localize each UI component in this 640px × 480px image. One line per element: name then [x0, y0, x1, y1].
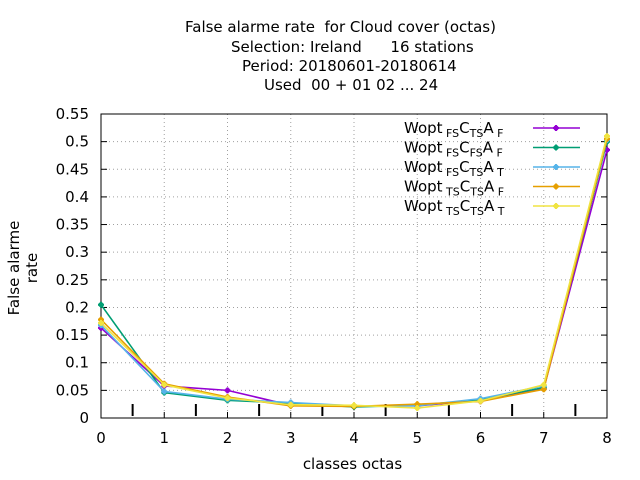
- y-tick-label: 0.4: [65, 188, 89, 206]
- y-axis-label: False alarme rate: [5, 220, 41, 316]
- legend-marker: [553, 144, 559, 151]
- data-point: [288, 402, 294, 408]
- x-tick-label: 5: [412, 429, 422, 447]
- y-tick-label: 0.1: [65, 354, 89, 372]
- y-tick-label: 0.25: [56, 271, 89, 289]
- data-point: [541, 386, 547, 392]
- data-point: [541, 382, 547, 388]
- x-tick-label: 4: [349, 429, 359, 447]
- legend-label: Wopt FSCFSA F: [404, 139, 503, 160]
- y-tick-label: 0.55: [56, 105, 89, 123]
- series-3: [98, 136, 610, 409]
- data-point: [477, 398, 484, 404]
- data-point: [161, 382, 167, 388]
- data-point: [414, 401, 420, 407]
- grid-lines: [101, 114, 607, 418]
- series-5: [98, 133, 610, 412]
- data-point: [224, 395, 231, 401]
- data-point: [161, 388, 167, 395]
- data-point: [98, 302, 104, 308]
- x-tick-label: 6: [476, 429, 486, 447]
- x-tick-label: 3: [286, 429, 296, 447]
- legend-label: Wopt FSCTSA F: [404, 119, 503, 140]
- y-tick-label: 0.2: [65, 298, 89, 316]
- x-tick-label: 1: [159, 429, 169, 447]
- y-tick-label: 0.5: [65, 133, 89, 151]
- legend-label: Wopt FSCTSA T: [404, 158, 504, 179]
- series-line: [100, 149, 608, 407]
- title-line-3: Period: 20180601-20180614: [242, 57, 457, 75]
- series-line: [100, 135, 608, 409]
- y-tick-label: 0: [79, 409, 89, 427]
- title-line-1: False alarme rate for Cloud cover (octas…: [185, 18, 496, 36]
- series-4: [98, 135, 610, 410]
- legend-marker: [553, 183, 559, 190]
- legend-marker: [553, 164, 559, 170]
- data-point: [414, 405, 420, 411]
- legend-marker: [553, 125, 559, 131]
- title-line-2: Selection: Ireland 16 stations: [231, 38, 474, 56]
- series-line: [100, 139, 608, 407]
- x-tick-label: 7: [539, 429, 549, 447]
- y-tick-label: 0.45: [56, 160, 89, 178]
- y-tick-label: 0.15: [56, 326, 89, 344]
- legend-label: Wopt TSCTSA F: [404, 178, 504, 199]
- data-point: [351, 402, 357, 408]
- data-point: [98, 320, 104, 326]
- data-point: [604, 133, 610, 139]
- y-tick-label: 0.35: [56, 216, 89, 234]
- legend-label: Wopt TSCTSA T: [404, 197, 505, 218]
- title-line-4: Used 00 + 01 02 ... 24: [264, 76, 439, 94]
- data-point: [224, 387, 231, 393]
- x-tick-label: 0: [96, 429, 106, 447]
- x-axis-label: classes octas: [302, 455, 403, 473]
- y-tick-label: 0.3: [65, 243, 89, 261]
- x-tick-label: 2: [223, 429, 233, 447]
- x-tick-label: 8: [602, 429, 612, 447]
- y-tick-label: 0.05: [56, 381, 89, 399]
- legend-marker: [553, 203, 559, 209]
